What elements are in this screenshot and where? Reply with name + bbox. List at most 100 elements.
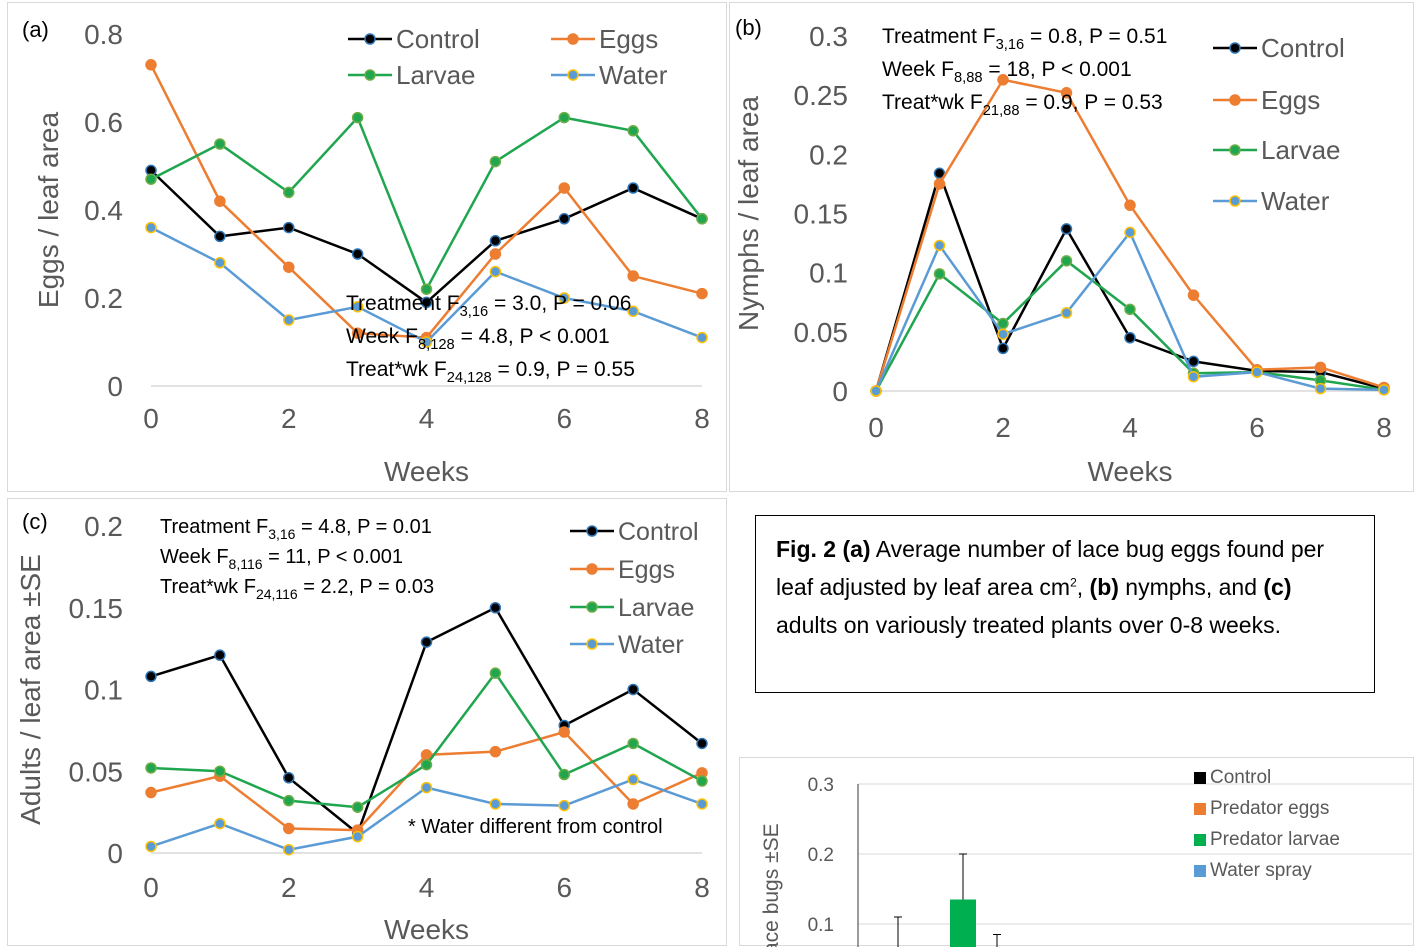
data-point-water (351, 301, 364, 313)
panel-label: (c) (22, 509, 48, 534)
data-point-eggs (489, 248, 502, 260)
data-point-larvae (214, 138, 226, 150)
data-point-water (1124, 226, 1136, 239)
legend-entry: Control (1210, 767, 1271, 788)
y-tick-label: 0.05 (794, 317, 849, 348)
x-axis-title: Weeks (1087, 456, 1172, 487)
legend-swatch-marker (1229, 42, 1241, 54)
data-point-control (627, 182, 639, 194)
data-point-water (1060, 307, 1073, 319)
data-point-larvae (145, 762, 157, 774)
note-annotation: * Water different from control (408, 816, 663, 838)
data-point-water (420, 336, 433, 348)
y-tick-label: 0.2 (84, 511, 123, 542)
x-tick-label: 0 (143, 403, 159, 434)
panel-b: (b) 0 0.05 0.1 0.15 0.2 0.25 0.3 0 2 4 6 8 Weeks Nymph… (729, 2, 1414, 492)
data-point-eggs (214, 195, 226, 207)
y-tick-label: 0.8 (84, 19, 123, 50)
x-tick-label: 0 (868, 412, 884, 443)
panel-d: 0.1 0.2 0.3 ace bugs ±SE Control Predator egg… (739, 757, 1414, 952)
x-axis-title: Weeks (384, 456, 469, 487)
y-tick-label: 0.1 (84, 675, 123, 706)
y-tick-label: 0.6 (84, 107, 123, 138)
legend-swatch (1194, 834, 1206, 846)
caption-fig-label: Fig. 2 (776, 536, 837, 562)
data-point-larvae (696, 213, 708, 225)
legend-swatch-marker (586, 563, 598, 575)
y-tick-label: 0.2 (808, 845, 834, 866)
y-tick-label: 0.2 (84, 283, 123, 314)
data-point-water (627, 773, 639, 786)
chart-b-svg: (b) 0 0.05 0.1 0.15 0.2 0.25 0.3 0 2 4 6 8 Weeks Nymph… (733, 15, 1392, 487)
data-point-eggs (1314, 361, 1327, 374)
legend-entry: Control (618, 518, 699, 546)
legend-entry: Eggs (618, 556, 675, 584)
data-point-control (997, 342, 1009, 355)
data-point-larvae (627, 737, 639, 750)
data-point-water (214, 257, 226, 269)
caption-text-4: adults on variously treated plants over … (776, 612, 1281, 638)
x-tick-label: 8 (1376, 412, 1392, 443)
data-point-eggs (627, 798, 639, 810)
legend-entry: Larvae (396, 60, 476, 90)
data-point-control (1060, 223, 1073, 235)
data-point-control (283, 772, 295, 784)
legend-swatch (1194, 803, 1206, 815)
y-tick-label: 0 (107, 838, 123, 869)
data-point-eggs (696, 287, 708, 300)
figure-caption: Fig. 2 (a) Average number of lace bug eg… (755, 515, 1375, 693)
data-point-larvae (997, 317, 1009, 330)
legend-entry: Larvae (1261, 135, 1341, 165)
legend-swatch (1194, 865, 1206, 877)
legend-swatch-marker (567, 33, 579, 45)
data-point-control (351, 248, 364, 260)
data-point-control (1187, 355, 1200, 368)
data-point-water (558, 292, 570, 304)
y-tick-label: 0.1 (809, 258, 848, 289)
data-point-eggs (558, 182, 570, 194)
data-point-water (696, 331, 708, 344)
x-tick-label: 2 (995, 412, 1011, 443)
data-point-control (420, 296, 433, 309)
y-tick-label: 0.3 (809, 21, 848, 52)
stat-annotation: Week F8,116 = 11, P < 0.001 (160, 546, 403, 572)
legend-swatch-marker (1229, 94, 1241, 106)
y-axis-title: Nymphs / leaf area (733, 96, 764, 331)
y-tick-label: 0.25 (794, 80, 849, 111)
data-point-eggs (145, 59, 157, 71)
stat-annotation: Week F8,88 = 18, P < 0.001 (882, 58, 1132, 86)
data-point-water (489, 265, 502, 278)
series-line-larvae (150, 115, 703, 293)
legend-entry: Control (396, 24, 480, 54)
panel-label: (b) (735, 15, 762, 40)
y-tick-label: 0 (107, 371, 123, 402)
x-tick-label: 0 (143, 872, 159, 903)
data-point-water (1251, 366, 1263, 378)
data-point-larvae (214, 765, 226, 777)
y-tick-label: 0.15 (794, 199, 849, 230)
data-point-control (489, 235, 502, 247)
stat-annotation: Treatment F3,16 = 4.8, P = 0.01 (160, 516, 432, 542)
caption-c-label: (c) (1263, 574, 1292, 600)
x-axis-title: Weeks (384, 914, 469, 945)
data-point-water (933, 239, 946, 252)
data-point-eggs (997, 74, 1009, 86)
y-tick-label: 0.4 (84, 195, 123, 226)
panel-c: (c) 0 0.05 0.1 0.15 0.2 0 2 4 6 8 Weeks Adults / lea… (7, 498, 727, 946)
series-line-control (150, 169, 703, 304)
x-tick-label: 2 (281, 403, 297, 434)
data-point-larvae (489, 155, 502, 168)
data-point-water (1187, 371, 1200, 383)
data-point-larvae (1060, 255, 1073, 267)
data-point-control (214, 649, 226, 661)
data-point-control (489, 602, 502, 614)
data-point-water (283, 314, 295, 326)
data-point-eggs (1060, 87, 1073, 99)
data-point-control (696, 737, 708, 750)
legend-entry: Water (599, 60, 668, 90)
stat-annotation: Treat*wk F24,116 = 2.2, P = 0.03 (160, 576, 434, 602)
legend-entry: Predator larvae (1210, 829, 1340, 850)
chart-a-svg: (a) 0 0.2 0.4 0.6 0.8 0 2 4 6 8 Weeks Eggs / leaf ar… (22, 17, 710, 487)
data-point-water (558, 799, 570, 812)
legend-swatch-marker (567, 69, 579, 81)
